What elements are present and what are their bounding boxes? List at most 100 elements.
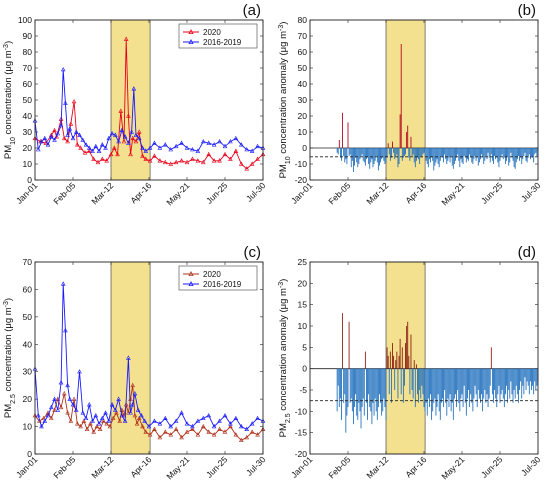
y-axis-label-sub: 10 [10,137,17,145]
bar [368,368,370,395]
bar [336,368,338,412]
data-point [80,410,86,415]
bar [497,368,499,395]
x-tick-label: Jun-25 [204,180,230,206]
data-point [126,113,131,118]
data-point [143,429,149,434]
y-tick-label: 0 [302,364,307,374]
bar [409,368,411,395]
y-tick-label: 0 [302,143,307,153]
data-point [233,135,239,141]
x-tick-label: Jun-25 [479,454,505,480]
bar [501,148,503,155]
bar [357,148,359,168]
bar [469,368,471,408]
bar [404,148,405,156]
data-point [195,148,201,153]
bar [342,313,344,369]
bar [446,148,448,164]
data-point [143,156,149,161]
data-point [132,412,138,418]
data-point [101,418,106,423]
y-tick-label: -15 [295,428,308,438]
panel-label: (b) [518,2,536,19]
bar [507,368,509,403]
bar [500,148,502,156]
y-axis-label-main: PM [278,423,289,437]
data-point [200,423,206,429]
bar [405,148,406,155]
bar [451,368,453,403]
bar [398,355,400,369]
bar [382,148,384,158]
bar [420,148,422,156]
bar [444,148,446,155]
data-point [168,161,174,166]
bar [379,148,380,166]
bar [508,368,510,390]
data-point [147,145,153,150]
y-tick-label: 60 [23,284,33,294]
y-axis-label: PM2.5 concentration (μg m-3) [3,298,17,418]
bar [371,148,373,160]
axes-frame [309,19,539,181]
y-tick-label: -5 [299,385,307,395]
data-point [190,426,195,432]
data-point [122,418,128,423]
bar [375,148,377,156]
bar [430,368,431,395]
data-point [135,407,141,412]
data-point [86,148,92,153]
bar [362,368,364,399]
bar [493,148,494,164]
bar [418,368,420,403]
data-point [68,121,74,126]
bar [455,368,456,395]
y-tick-label: 50 [23,95,33,105]
legend-label: 2016-2019 [203,38,242,47]
data-point [139,412,144,418]
panel-label: (a) [243,2,261,19]
bar [348,148,350,156]
bar [352,368,354,425]
data-point [78,145,83,150]
y-tick-label: 100 [18,15,32,25]
bar [343,368,345,403]
data-point [55,396,61,401]
data-point [238,437,244,442]
y-tick-label: 25 [298,257,308,267]
data-point [107,423,113,429]
y-axis-label-rest: concentration anomaly (μg m [278,31,289,156]
bar [417,148,418,158]
legend-marker [188,271,194,276]
bar [534,368,536,382]
data-point [106,135,112,141]
bar [341,148,342,161]
bar [379,368,380,395]
bar [518,148,519,156]
bar [506,368,507,386]
bar [496,148,498,158]
data-point [103,410,108,415]
data-point [117,418,122,423]
bar [370,148,372,163]
data-point [157,421,163,426]
bar [372,368,374,403]
bar [480,368,481,403]
y-axis-label-sup: -3 [3,301,10,307]
bar [423,368,425,408]
data-point [140,423,145,429]
data-point [73,129,79,134]
data-point [146,423,152,429]
bar [524,368,526,378]
bar [478,368,480,399]
bar [519,368,520,390]
data-point [152,418,157,423]
bar [412,148,414,155]
data-point [140,153,145,158]
data-point [67,396,73,401]
bar [356,148,358,163]
bar [412,368,414,399]
